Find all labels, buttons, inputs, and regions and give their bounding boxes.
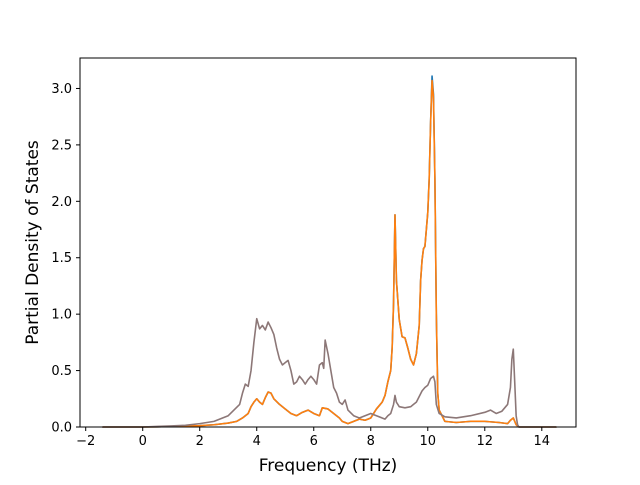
y-tick-label: 3.0: [51, 82, 72, 97]
x-tick-label: 12: [477, 434, 494, 449]
y-tick-label: 2.0: [51, 195, 72, 210]
x-tick-label: 6: [310, 434, 318, 449]
y-tick-label: 2.5: [51, 138, 72, 153]
y-tick-label: 1.5: [51, 251, 72, 266]
series-line-1: [102, 75, 557, 428]
x-tick-label: 0: [139, 434, 147, 449]
y-tick-label: 0.0: [51, 421, 72, 436]
series-layer: [102, 75, 557, 428]
series-line-3: [102, 317, 557, 428]
x-tick-label: 4: [253, 434, 261, 449]
x-tick-label: 10: [419, 434, 436, 449]
x-tick-label: −2: [76, 434, 95, 449]
plot-frame: [79, 57, 577, 428]
y-tick-label: 0.5: [51, 364, 72, 379]
x-axis-label: Frequency (THz): [259, 456, 398, 476]
x-tick-label: 2: [196, 434, 204, 449]
y-axis-label: Partial Density of States: [23, 140, 43, 345]
x-tick-label: 8: [367, 434, 375, 449]
y-tick-label: 1.0: [51, 308, 72, 323]
series-line-2: [102, 79, 557, 428]
y-axis-ticks: 0.0 0.5 1.0 1.5 2.0 2.5 3.0: [51, 82, 80, 436]
x-axis-ticks: −2 0 2 4 6 8 10 12 14: [76, 427, 550, 449]
x-tick-label: 14: [534, 434, 551, 449]
